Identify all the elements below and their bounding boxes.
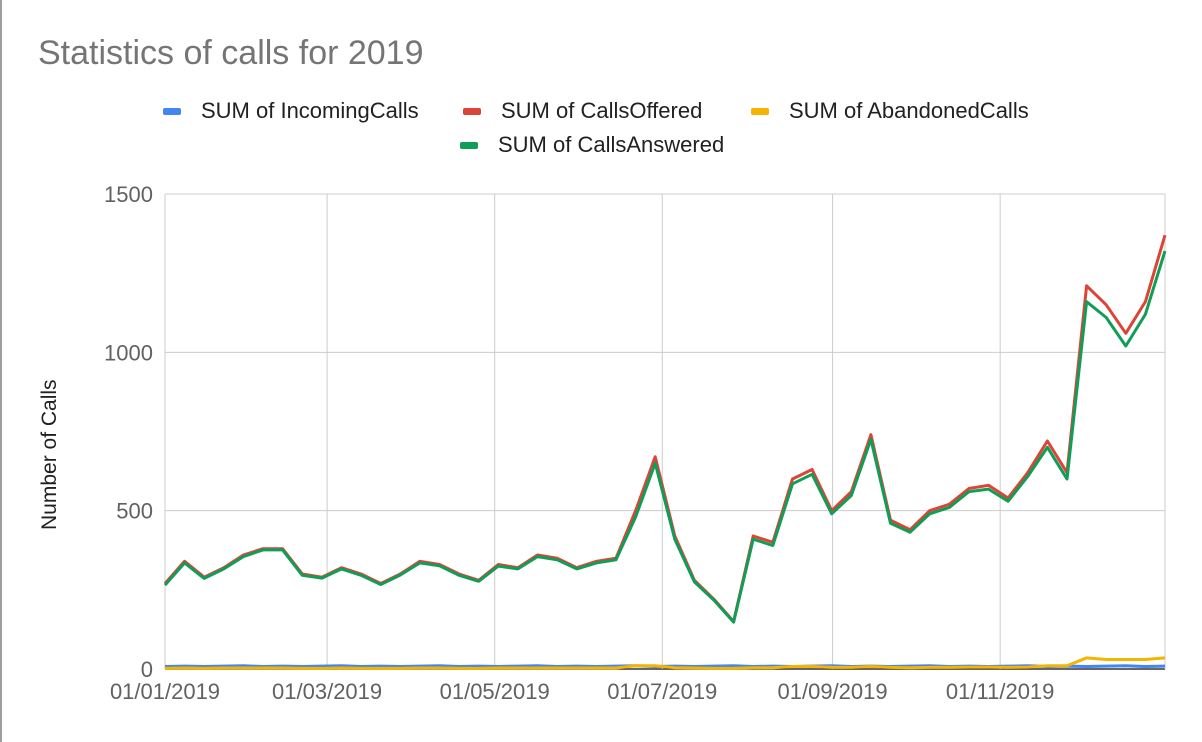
series-line-abandoned-calls <box>164 656 1166 670</box>
x-tick-label-5: 01/11/2019 <box>946 679 1054 704</box>
legend-swatch-calls-offered <box>463 107 481 115</box>
legend-item-abandoned-calls[interactable]: SUM of AbandonedCalls <box>751 98 1029 124</box>
x-tick-label-0: 01/01/2019 <box>110 679 220 704</box>
legend-label-incoming-calls: SUM of IncomingCalls <box>201 98 419 123</box>
y-tick-label-1000: 1000 <box>104 340 153 365</box>
legend-label-calls-answered: SUM of CallsAnswered <box>498 132 725 157</box>
series-line-calls-answered <box>163 250 1167 624</box>
y-tick-label-500: 500 <box>116 499 153 524</box>
left-border <box>0 0 2 742</box>
legend-swatch-abandoned-calls <box>751 107 769 115</box>
legend-item-incoming-calls[interactable]: SUM of IncomingCalls <box>163 98 419 124</box>
series-line-calls-offered <box>163 234 1167 623</box>
x-tick-label-1: 01/03/2019 <box>272 679 382 704</box>
legend-label-abandoned-calls: SUM of AbandonedCalls <box>789 98 1029 123</box>
chart-title: Statistics of calls for 2019 <box>38 34 424 72</box>
legend-swatch-calls-answered <box>460 141 478 149</box>
legend-item-calls-answered[interactable]: SUM of CallsAnswered <box>460 132 724 158</box>
legend-label-calls-offered: SUM of CallsOffered <box>501 98 703 123</box>
legend-item-calls-offered[interactable]: SUM of CallsOffered <box>463 98 702 124</box>
x-tick-label-4: 01/09/2019 <box>778 679 888 704</box>
legend-swatch-incoming-calls <box>163 107 181 115</box>
x-tick-label-3: 01/07/2019 <box>607 679 717 704</box>
y-tick-label-1500: 1500 <box>104 182 153 207</box>
x-tick-label-2: 01/05/2019 <box>440 679 550 704</box>
y-tick-label-0: 0 <box>141 657 153 682</box>
